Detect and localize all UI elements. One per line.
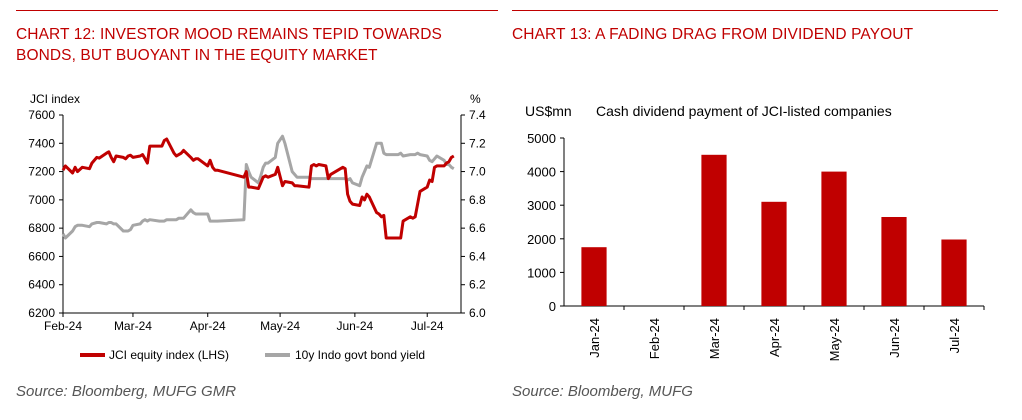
left-tick-label: 7200 [28,165,55,179]
bar-chart-y-axis-label: US$mn [525,103,572,119]
bar-chart-title: Cash dividend payment of JCI-listed comp… [596,103,892,119]
x-tick-label: Jun-24 [337,319,374,333]
line-chart-right-axis-label: % [470,92,481,106]
bar-chart-bars [581,154,967,306]
left-chart-title-line1: CHART 12: INVESTOR MOOD REMAINS TEPID TO… [16,26,442,43]
bar-y-tick-label: 4000 [527,165,556,180]
bar-x-label: Jan-24 [587,318,602,358]
bar-y-tick-label: 3000 [527,198,556,213]
bar-y-tick-label: 2000 [527,232,556,247]
bar-y-tick-label: 1000 [527,265,556,280]
bar-y-tick-label: 0 [549,299,556,314]
left-tick-label: 7000 [28,193,55,207]
bar-chart-y-ticks: 5000 4000 3000 2000 1000 0 [527,131,564,314]
x-tick-label: Jul-24 [411,319,444,333]
right-tick-label: 6.0 [469,306,486,320]
bond-yield-line [61,134,455,240]
jci-index-line [61,137,455,240]
left-tick-label: 7400 [28,136,55,150]
right-source-note: Source: Bloomberg, MUFG [512,383,693,400]
bar-x-label: Jun-24 [887,318,902,358]
line-chart-right-ticks: 7.4 7.2 7.0 6.8 6.6 6.4 6.2 6.0 [461,108,486,320]
right-tick-label: 6.8 [469,193,486,207]
left-tick-label: 6600 [28,249,55,263]
bar-x-label: May-24 [827,318,842,361]
bar-may-24 [821,171,847,306]
bar-jul-24 [941,239,967,306]
legend-label-bond: 10y Indo govt bond yield [295,348,425,362]
bar-chart-x-labels: Jan-24 Feb-24 Mar-24 Apr-24 May-24 Jun-24 Jul-… [587,306,985,361]
bar-jan-24 [581,247,607,306]
bar-x-label: Apr-24 [767,318,782,357]
line-chart-left-ticks: 7600 7400 7200 7000 6800 6600 6400 6200 [28,108,63,320]
bar-chart: US$mn Cash dividend payment of JCI-liste… [525,103,985,361]
right-tick-label: 6.6 [469,221,486,235]
right-top-rule [512,10,998,11]
bar-mar-24 [701,154,727,306]
left-tick-label: 6400 [28,278,55,292]
left-chart-title: CHART 12: INVESTOR MOOD REMAINS TEPID TO… [16,24,442,66]
line-chart-left-axis-label: JCI index [30,92,80,106]
x-tick-label: Feb-24 [44,319,82,333]
legend-label-jci: JCI equity index (LHS) [109,348,229,362]
bar-x-label: Feb-24 [647,318,662,359]
right-tick-label: 7.2 [469,136,486,150]
bar-apr-24 [761,201,787,306]
left-tick-label: 7600 [28,108,55,122]
x-tick-label: Mar-24 [114,319,152,333]
left-top-rule [16,10,498,11]
x-tick-label: May-24 [260,319,300,333]
right-tick-label: 7.0 [469,165,486,179]
left-tick-label: 6800 [28,221,55,235]
line-chart: JCI index % 7600 7400 7200 7000 6800 6600 6400… [28,92,486,362]
bar-jun-24 [881,217,907,306]
bar-y-tick-label: 5000 [527,131,556,146]
left-tick-label: 6200 [28,306,55,320]
left-source-note: Source: Bloomberg, MUFG GMR [16,383,237,400]
line-chart-x-ticks: Feb-24 Mar-24 Apr-24 May-24 Jun-24 Jul-24 [44,313,444,333]
right-tick-label: 7.4 [469,108,486,122]
left-chart-title-line2: BONDS, BUT BUOYANT IN THE EQUITY MARKET [16,47,378,64]
right-tick-label: 6.4 [469,249,486,263]
right-tick-label: 6.2 [469,278,486,292]
bar-x-label: Mar-24 [707,318,722,359]
bar-x-label: Jul-24 [947,318,962,353]
right-chart-title: CHART 13: A FADING DRAG FROM DIVIDEND PA… [512,26,914,43]
x-tick-label: Apr-24 [190,319,226,333]
line-chart-legend: JCI equity index (LHS) 10y Indo govt bon… [80,348,425,362]
